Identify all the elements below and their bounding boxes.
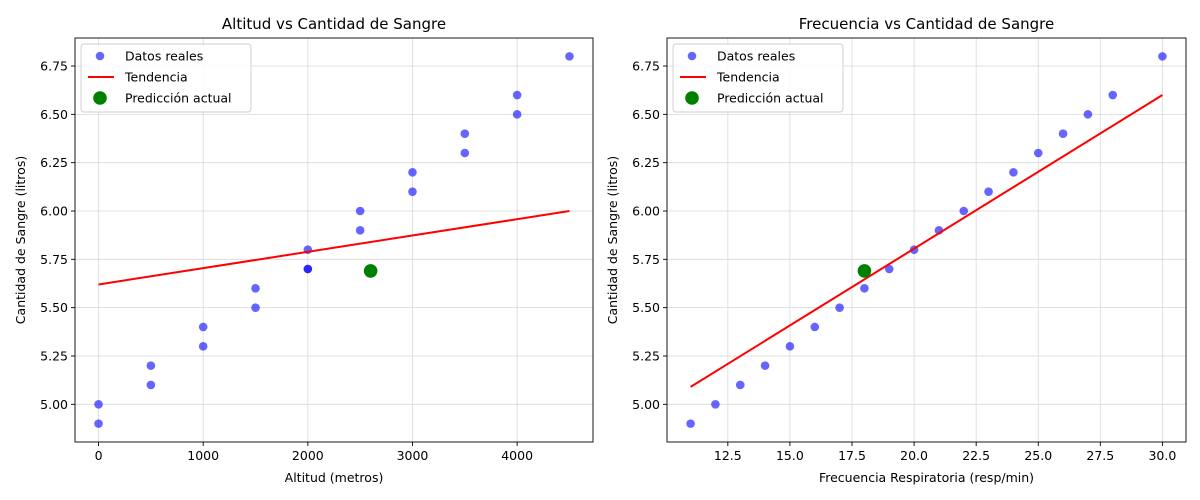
x-axis-label: Frecuencia Respiratoria (resp/min)	[819, 470, 1034, 485]
data-point	[810, 322, 820, 332]
data-point	[512, 90, 522, 100]
y-tick-label: 6.25	[40, 155, 68, 170]
legend-label: Tendencia	[716, 70, 780, 85]
legend-marker-prediccion	[93, 91, 107, 105]
x-tick-label: 17.5	[838, 448, 866, 463]
y-tick-label: 6.50	[40, 107, 68, 122]
y-tick-label: 6.75	[632, 59, 660, 74]
legend-marker-prediccion	[685, 91, 699, 105]
data-point	[303, 264, 313, 274]
data-point	[760, 361, 770, 370]
plot-frame	[74, 37, 594, 443]
y-tick-label: 5.50	[632, 300, 660, 315]
data-point	[408, 187, 417, 196]
trend-line	[690, 94, 1163, 388]
data-point	[686, 419, 695, 428]
y-tick-label: 6.50	[632, 107, 660, 122]
y-tick-label: 5.75	[632, 252, 660, 267]
y-axis-label: Cantidad de Sangre (litros)	[13, 156, 28, 324]
y-tick-label: 6.00	[40, 204, 68, 219]
data-point	[251, 303, 260, 312]
y-tick-label: 6.25	[632, 155, 660, 170]
data-point	[835, 303, 844, 312]
legend-box	[672, 43, 844, 113]
data-point	[1108, 90, 1118, 100]
data-point	[711, 400, 720, 409]
x-tick-label: 3000	[397, 448, 429, 463]
legend-label: Tendencia	[124, 70, 188, 85]
data-point	[251, 284, 260, 293]
y-tick-label: 5.00	[632, 397, 660, 412]
prediction-point	[363, 264, 378, 278]
x-tick-label: 2000	[292, 448, 324, 463]
data-point	[460, 129, 470, 138]
legend-label: Predicción actual	[717, 91, 824, 106]
prediction-point	[857, 264, 872, 278]
x-tick-label: 27.5	[1086, 448, 1114, 463]
legend-marker-datos	[95, 51, 105, 61]
data-point	[94, 400, 103, 409]
legend-box	[80, 43, 252, 113]
data-point	[355, 206, 365, 216]
legend-marker-datos	[687, 51, 697, 61]
x-tick-label: 25.0	[1024, 448, 1052, 463]
data-point	[512, 110, 522, 119]
chart-altitud: 0 1000 2000 3000 4000 5.00 5.25 5.50 5.75 6.00 6.2…	[13, 15, 594, 485]
chart-title: Altitud vs Cantidad de Sangre	[222, 15, 446, 33]
x-tick-label: 15.0	[776, 448, 804, 463]
y-tick-label: 5.25	[40, 348, 68, 363]
chart-title: Frecuencia vs Cantidad de Sangre	[799, 15, 1054, 33]
data-point	[735, 380, 745, 390]
data-point	[1058, 129, 1068, 138]
legend-label: Datos reales	[125, 49, 203, 64]
data-point	[198, 342, 208, 351]
x-tick-label: 0	[95, 448, 103, 463]
x-tick-label: 30.0	[1148, 448, 1176, 463]
data-point	[959, 206, 969, 216]
chart-frecuencia: 12.5 15.0 17.5 20.0 22.5 25.0 27.5 30.0 5.00 5.25…	[605, 15, 1187, 485]
x-tick-label: 12.5	[714, 448, 742, 463]
y-tick-label: 5.25	[632, 348, 660, 363]
data-point	[146, 361, 156, 370]
data-point	[785, 342, 795, 351]
data-point	[1033, 148, 1043, 158]
data-point	[884, 264, 894, 274]
data-point	[1158, 52, 1167, 61]
data-point	[1009, 168, 1018, 177]
data-point	[355, 226, 365, 235]
y-axis-label: Cantidad de Sangre (litros)	[605, 156, 620, 324]
y-tick-label: 5.50	[40, 300, 68, 315]
trend-line	[98, 210, 570, 286]
data-point	[198, 322, 208, 332]
y-tick-label: 5.75	[40, 252, 68, 267]
data-point	[984, 187, 993, 196]
x-tick-label: 22.5	[962, 448, 990, 463]
data-point	[860, 284, 869, 293]
x-tick-label: 4000	[501, 448, 533, 463]
data-point	[146, 380, 156, 390]
legend-label: Predicción actual	[125, 91, 232, 106]
data-point	[94, 419, 103, 428]
plot-frame	[666, 37, 1187, 443]
y-tick-label: 6.75	[40, 59, 68, 74]
x-tick-label: 1000	[187, 448, 219, 463]
legend-label: Datos reales	[717, 49, 795, 64]
y-tick-label: 5.00	[40, 397, 68, 412]
x-axis-label: Altitud (metros)	[285, 470, 384, 485]
data-point	[408, 168, 417, 177]
y-tick-label: 6.00	[632, 204, 660, 219]
data-point	[1083, 110, 1093, 119]
data-point	[460, 148, 470, 158]
data-point	[565, 52, 574, 61]
x-tick-label: 20.0	[900, 448, 928, 463]
